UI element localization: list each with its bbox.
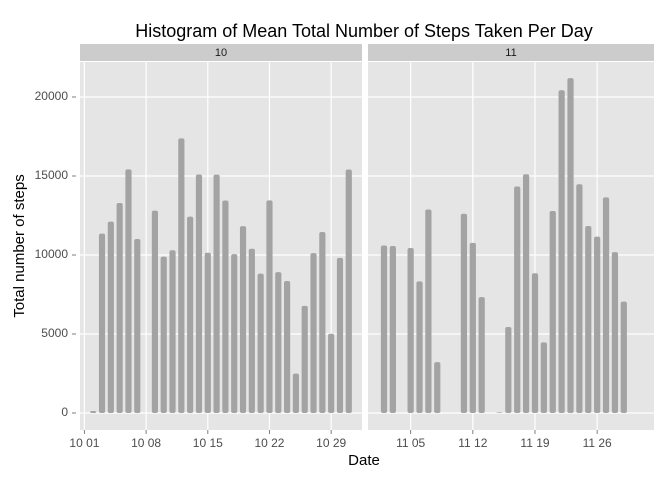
chart-title: Histogram of Mean Total Number of Steps … [135,21,593,41]
bar [319,231,326,413]
y-tick-label: 0 [61,405,68,419]
bar [195,174,203,413]
x-tick-label: 11 26 [583,436,612,450]
bar [425,209,432,413]
bar [336,257,344,413]
x-axis-label: Date [348,452,380,469]
facet-strip [368,44,654,61]
bar [284,280,291,413]
bar [585,226,592,413]
bar [98,233,106,413]
bar [107,221,114,413]
x-tick-label: 10 22 [254,436,284,450]
x-tick-label: 11 12 [458,436,487,450]
bar [514,186,521,413]
bar [345,169,352,413]
bar [116,202,123,413]
y-tick-label: 5000 [41,326,68,340]
bar [239,226,247,413]
bar [292,373,299,413]
x-tick-label: 11 19 [520,436,549,450]
bar [266,200,273,413]
facet-strip [80,44,362,61]
bar [460,213,468,413]
bar [301,305,308,413]
bar [125,169,132,413]
bar [478,297,485,413]
bar [576,184,583,413]
bar [169,250,176,413]
y-tick-label: 15000 [35,168,69,182]
bar [434,362,441,413]
bar [567,78,574,413]
x-tick-label: 11 05 [396,436,425,450]
bar [416,281,423,413]
bar [187,216,194,413]
bar [134,238,141,413]
facet-label: 11 [505,47,516,59]
bar [558,90,565,413]
bar [213,174,220,413]
facet-label: 10 [215,47,227,59]
bar [602,197,610,413]
bar [151,210,158,413]
bar [257,273,264,413]
bar [540,342,547,413]
bar [594,236,601,413]
bar [231,254,238,413]
bar [549,210,556,413]
bar [310,253,317,413]
bar [178,138,185,413]
x-tick-label: 10 01 [69,436,99,450]
x-tick-label: 10 29 [316,436,346,450]
y-tick-label: 10000 [35,247,69,261]
bar [204,252,211,413]
bar [275,272,282,413]
bar [620,301,627,413]
bar [248,248,255,413]
bar [222,200,229,413]
bar [389,245,396,413]
bar [160,256,167,413]
bar [469,242,476,413]
x-tick-label: 10 08 [131,436,161,450]
bar [328,333,335,413]
y-axis-label: Total number of steps [11,174,28,317]
bar [522,174,530,413]
y-tick-label: 20000 [35,89,69,103]
bar [531,273,539,413]
bar [496,412,503,413]
bar [611,252,619,413]
bar [380,245,388,413]
bar [90,411,97,413]
bar [505,327,512,413]
bar [407,248,414,413]
x-tick-label: 10 15 [193,436,223,450]
